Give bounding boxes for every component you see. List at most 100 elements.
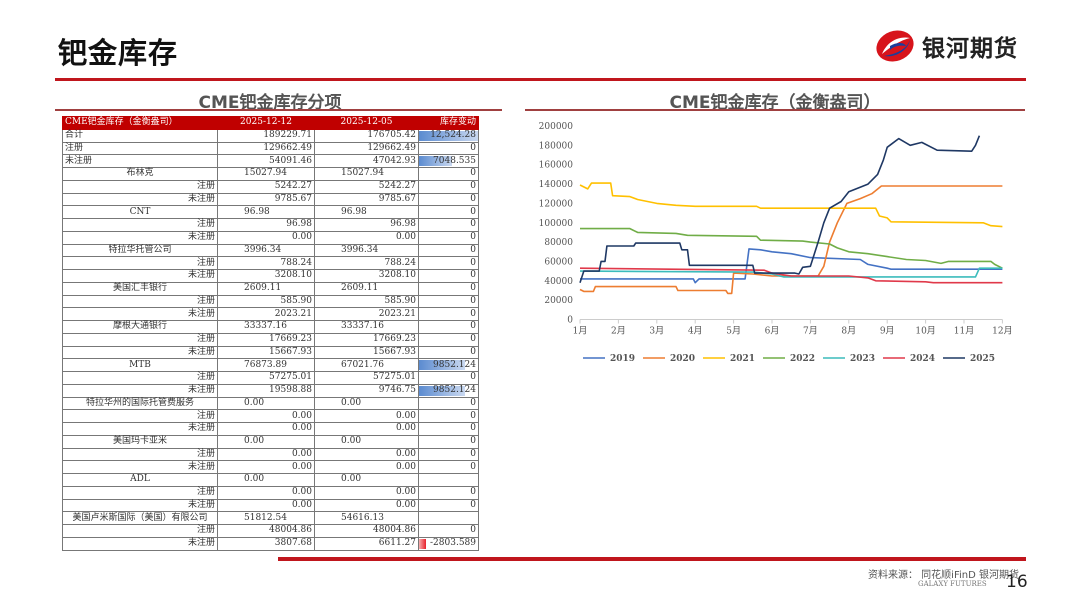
row-label: 未注册 bbox=[62, 192, 218, 207]
x-tick-label: 8月 bbox=[841, 326, 856, 337]
y-tick-label: 160000 bbox=[539, 161, 574, 171]
change-value: 0 bbox=[470, 321, 476, 332]
column-header: CME钯金库存（金衡盎司） bbox=[62, 116, 218, 130]
change-value: 0 bbox=[470, 206, 476, 217]
inventory-change-cell: 0 bbox=[418, 524, 479, 538]
change-value: 12,524.28 bbox=[430, 130, 476, 141]
legend-label: 2025 bbox=[970, 354, 995, 364]
logo-text: 银河期货 bbox=[922, 36, 1018, 62]
legend-label: 2019 bbox=[610, 354, 635, 364]
change-value: 0 bbox=[470, 487, 476, 498]
footer-divider bbox=[278, 557, 1026, 561]
table-row: 未注册 2023.21 2023.21 0 bbox=[62, 307, 479, 321]
value-2025-12-05: 585.90 bbox=[314, 294, 419, 309]
table-row: 未注册 3807.68 6611.27 -2803.589 bbox=[62, 536, 479, 551]
value-2025-12-05: 788.24 bbox=[314, 256, 419, 270]
row-label: CNT bbox=[62, 205, 218, 219]
inventory-change-cell: 0 bbox=[418, 332, 479, 347]
y-tick-label: 40000 bbox=[544, 277, 573, 287]
inventory-change-cell: 0 bbox=[418, 409, 479, 423]
change-value: 0 bbox=[470, 334, 476, 345]
value-2025-12-12: 0.00 bbox=[217, 409, 315, 423]
inventory-change-cell: 0 bbox=[418, 179, 479, 194]
x-tick-label: 12月 bbox=[992, 326, 1012, 337]
table-row: 摩根大通银行 33337.16 33337.16 0 bbox=[62, 320, 479, 334]
table-row: 未注册 19598.88 9746.75 9852.124 bbox=[62, 383, 479, 398]
value-2025-12-05: 0.00 bbox=[314, 473, 419, 487]
value-2025-12-12: 96.98 bbox=[217, 205, 315, 219]
value-2025-12-12: 129662.49 bbox=[217, 141, 315, 156]
table-row: 合计 189229.71 176705.42 12,524.28 bbox=[62, 128, 479, 143]
row-label: 未注册 bbox=[62, 269, 218, 283]
company-logo: 银河期货 bbox=[874, 28, 1018, 64]
x-tick-label: 2月 bbox=[611, 326, 626, 337]
legend-label: 2024 bbox=[910, 354, 935, 364]
value-2025-12-05: 15667.93 bbox=[314, 345, 419, 360]
change-value: 0 bbox=[470, 423, 476, 434]
change-value: 0 bbox=[470, 499, 476, 510]
legend-label: 2021 bbox=[730, 354, 755, 364]
x-tick-label: 4月 bbox=[688, 326, 703, 337]
value-2025-12-05: 5242.27 bbox=[314, 179, 419, 194]
row-label: 注册 bbox=[62, 524, 218, 538]
table-row: 特拉华托管公司 3996.34 3996.34 0 bbox=[62, 243, 479, 258]
value-2025-12-12: 51812.54 bbox=[217, 511, 315, 525]
value-2025-12-05: 176705.42 bbox=[314, 128, 419, 143]
row-label: 注册 bbox=[62, 332, 218, 347]
inventory-change-cell: 0 bbox=[418, 218, 479, 232]
row-label: 注册 bbox=[62, 371, 218, 385]
inventory-change-cell: 0 bbox=[418, 141, 479, 156]
table-row: 美国汇丰银行 2609.11 2609.11 0 bbox=[62, 281, 479, 296]
value-2025-12-05: 0.00 bbox=[314, 447, 419, 462]
row-label: 美国卢米斯国际（美国）有限公司 bbox=[62, 511, 218, 525]
column-header: 库存变动 bbox=[418, 116, 479, 130]
value-2025-12-05: 96.98 bbox=[314, 218, 419, 232]
inventory-change-cell: 0 bbox=[418, 434, 479, 449]
page-number: 16 bbox=[1006, 572, 1028, 592]
change-value: 0 bbox=[470, 168, 476, 179]
table-row: MTB 76873.89 67021.76 9852.124 bbox=[62, 358, 479, 372]
table-row: 注册 788.24 788.24 0 bbox=[62, 256, 479, 270]
x-tick-label: 10月 bbox=[915, 326, 935, 337]
row-label: 注册 bbox=[62, 256, 218, 270]
row-label: 布林克 bbox=[62, 167, 218, 181]
row-label: 合计 bbox=[62, 128, 218, 143]
chart-title-divider bbox=[525, 109, 1025, 111]
table-row: 美国玛卡亚米 0.00 0.00 0 bbox=[62, 434, 479, 449]
table-row: CNT 96.98 96.98 0 bbox=[62, 205, 479, 219]
table-row: 注册 5242.27 5242.27 0 bbox=[62, 179, 479, 194]
value-2025-12-05: 2023.21 bbox=[314, 307, 419, 321]
row-label: 特拉华托管公司 bbox=[62, 243, 218, 258]
value-2025-12-05: 57275.01 bbox=[314, 371, 419, 385]
table-row: 注册 585.90 585.90 0 bbox=[62, 294, 479, 309]
change-value: 0 bbox=[470, 142, 476, 153]
x-tick-label: 1月 bbox=[573, 326, 588, 337]
change-value: 0 bbox=[470, 270, 476, 281]
change-value: 0 bbox=[470, 295, 476, 306]
x-tick-label: 9月 bbox=[880, 326, 895, 337]
value-2025-12-05: 33337.16 bbox=[314, 320, 419, 334]
value-2025-12-12: 48004.86 bbox=[217, 524, 315, 538]
value-2025-12-12: 0.00 bbox=[217, 485, 315, 500]
table-row: 未注册 3208.10 3208.10 0 bbox=[62, 269, 479, 283]
source-note: 资料来源： 同花顺iFinD 银河期货 bbox=[868, 570, 1019, 581]
change-data-bar bbox=[419, 156, 453, 166]
series-line-2020 bbox=[579, 185, 1003, 295]
x-tick-label: 6月 bbox=[765, 326, 780, 337]
change-data-bar bbox=[419, 130, 478, 141]
y-tick-label: 100000 bbox=[539, 219, 574, 229]
table-row: 注册 0.00 0.00 0 bbox=[62, 447, 479, 462]
inventory-change-cell: 9852.124 bbox=[418, 383, 479, 398]
inventory-change-cell bbox=[418, 473, 479, 487]
change-data-bar bbox=[419, 360, 466, 370]
inventory-change-cell: 0 bbox=[418, 422, 479, 436]
column-header: 2025-12-12 bbox=[217, 116, 315, 130]
value-2025-12-12: 3208.10 bbox=[217, 269, 315, 283]
row-label: 摩根大通银行 bbox=[62, 320, 218, 334]
change-value: 0 bbox=[470, 410, 476, 421]
row-label: 注册 bbox=[62, 294, 218, 309]
row-label: 未注册 bbox=[62, 154, 218, 168]
row-label: 注册 bbox=[62, 485, 218, 500]
value-2025-12-12: 54091.46 bbox=[217, 154, 315, 168]
change-value: 9852.124 bbox=[433, 385, 476, 396]
